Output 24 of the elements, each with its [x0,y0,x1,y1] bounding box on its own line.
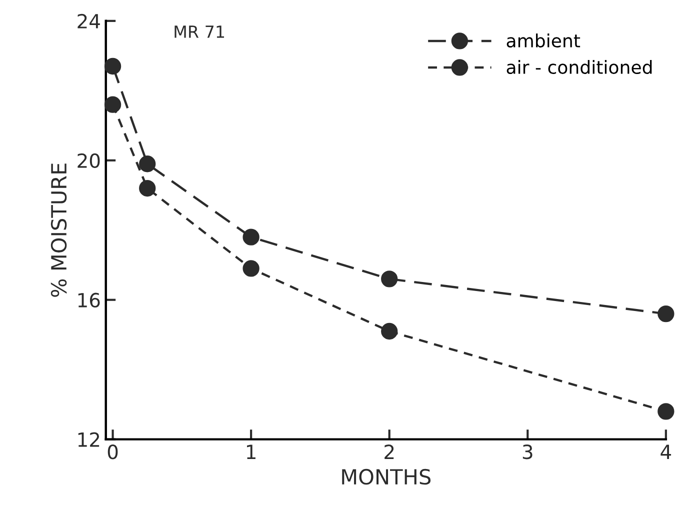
y-tick-label: 24 [78,14,100,28]
x-axis-title: MONTHS [342,468,431,485]
x-tick-label: 1 [247,444,256,459]
y-tick-label: 12 [78,432,100,447]
point [139,180,156,197]
y-tick-label: 16 [78,292,100,308]
point [242,228,260,246]
point [104,58,122,75]
point [658,305,674,322]
y-axis-title: % MOISTURE [50,164,67,297]
x-tick-label: 3 [522,444,532,460]
point [381,322,398,340]
legend-label: ambient [506,34,580,48]
legend-label: air - conditioned [506,60,652,74]
point [381,270,398,288]
point [658,403,674,420]
x-tick-label: 4 [660,444,672,459]
annotation: MR 71 [174,26,224,38]
point [242,260,260,277]
point [104,96,122,113]
y-tick-label: 20 [78,153,100,168]
x-tick-label: 0 [108,444,118,460]
point [139,156,156,172]
x-tick-label: 2 [384,444,394,459]
